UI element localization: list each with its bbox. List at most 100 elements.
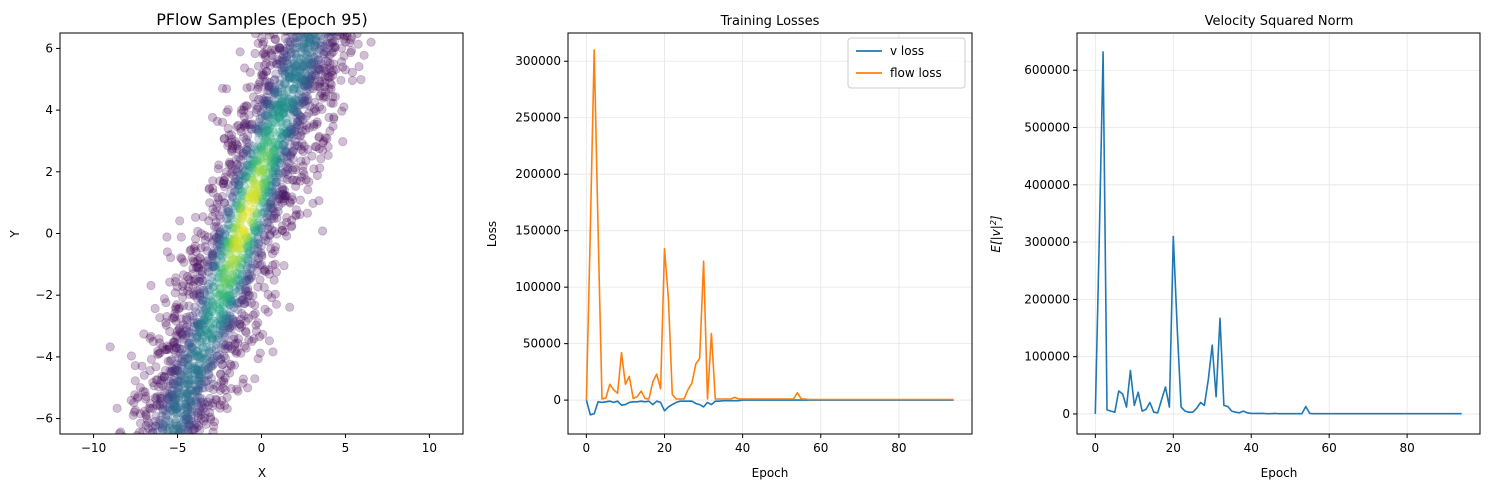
scatter-point bbox=[298, 61, 308, 72]
scatter-point bbox=[225, 238, 235, 249]
scatter-point bbox=[215, 385, 225, 395]
scatter-point bbox=[270, 91, 280, 101]
scatter-point bbox=[235, 161, 245, 171]
scatter-point bbox=[223, 105, 233, 115]
scatter-point bbox=[181, 330, 191, 341]
scatter-point bbox=[267, 196, 277, 206]
scatter-point bbox=[205, 356, 215, 367]
scatter-point bbox=[259, 141, 269, 151]
scatter-point bbox=[212, 199, 222, 209]
scatter-point bbox=[241, 240, 251, 250]
scatter-point bbox=[285, 33, 295, 37]
scatter-point bbox=[267, 100, 277, 110]
scatter-point bbox=[219, 224, 229, 234]
scatter-point bbox=[189, 425, 199, 434]
scatter-point bbox=[310, 142, 320, 152]
scatter-point bbox=[203, 400, 214, 410]
scatter-point bbox=[191, 380, 201, 390]
scatter-point bbox=[218, 272, 228, 283]
scatter-point bbox=[193, 320, 203, 330]
scatter-point bbox=[272, 229, 282, 239]
scatter-point bbox=[319, 42, 329, 53]
scatter-point bbox=[219, 292, 230, 303]
scatter-point bbox=[208, 258, 218, 269]
scatter-point bbox=[152, 401, 162, 411]
scatter-point bbox=[285, 109, 295, 119]
scatter-point bbox=[356, 75, 366, 85]
scatter-point bbox=[326, 80, 336, 90]
scatter-point bbox=[201, 377, 211, 387]
scatter-point bbox=[176, 377, 186, 387]
scatter-point bbox=[302, 50, 312, 60]
scatter-point bbox=[233, 334, 244, 344]
scatter-point bbox=[288, 84, 298, 94]
scatter-point bbox=[257, 144, 267, 154]
scatter-point bbox=[156, 397, 166, 407]
scatter-point bbox=[138, 386, 148, 396]
scatter-point bbox=[194, 350, 204, 361]
scatter-point bbox=[196, 327, 206, 337]
scatter-point bbox=[176, 375, 186, 386]
scatter-point bbox=[198, 295, 208, 306]
scatter-point bbox=[215, 214, 225, 224]
scatter-point bbox=[191, 289, 201, 299]
scatter-point bbox=[265, 103, 275, 113]
scatter-point bbox=[285, 37, 296, 48]
scatter-point bbox=[277, 97, 287, 107]
scatter-point bbox=[289, 72, 299, 82]
scatter-point bbox=[197, 383, 207, 393]
y-tick-label: 0 bbox=[553, 393, 561, 407]
scatter-point bbox=[330, 42, 340, 52]
scatter-point bbox=[296, 79, 306, 90]
scatter-point bbox=[225, 208, 236, 218]
scatter-point bbox=[193, 413, 203, 423]
scatter-point bbox=[189, 290, 199, 301]
scatter-point bbox=[205, 412, 216, 422]
scatter-point bbox=[277, 63, 287, 73]
scatter-point bbox=[296, 112, 306, 123]
scatter-point bbox=[282, 43, 292, 54]
scatter-point bbox=[260, 264, 270, 274]
scatter-point bbox=[171, 304, 181, 314]
scatter-point bbox=[226, 296, 236, 306]
scatter-point bbox=[301, 54, 311, 64]
scatter-point bbox=[217, 206, 227, 216]
scatter-point bbox=[219, 198, 230, 208]
scatter-point bbox=[328, 98, 338, 108]
scatter-point bbox=[195, 325, 205, 335]
y-tick-label: 300000 bbox=[515, 54, 561, 68]
scatter-point bbox=[199, 331, 209, 341]
scatter-point bbox=[204, 310, 214, 321]
scatter-point bbox=[220, 237, 230, 247]
scatter-point bbox=[236, 263, 246, 273]
scatter-point bbox=[300, 76, 310, 86]
scatter-point bbox=[199, 230, 210, 240]
scatter-point bbox=[130, 376, 140, 386]
scatter-point bbox=[277, 132, 287, 142]
scatter-point bbox=[177, 353, 187, 363]
scatter-point bbox=[190, 212, 201, 222]
scatter-point bbox=[195, 259, 205, 269]
scatter-point bbox=[186, 385, 196, 396]
scatter-point bbox=[275, 43, 285, 53]
scatter-point bbox=[249, 218, 259, 229]
scatter-point bbox=[225, 308, 235, 318]
scatter-point bbox=[168, 379, 179, 389]
scatter-point bbox=[271, 152, 281, 162]
scatter-point bbox=[247, 124, 257, 134]
scatter-point bbox=[275, 146, 285, 156]
scatter-point bbox=[218, 316, 228, 326]
scatter-point bbox=[251, 220, 262, 230]
scatter-point bbox=[168, 363, 178, 374]
scatter-point bbox=[191, 234, 201, 244]
scatter-point bbox=[336, 75, 346, 86]
scatter-point bbox=[192, 338, 202, 349]
scatter-point bbox=[189, 358, 199, 368]
scatter-point bbox=[170, 365, 180, 376]
scatter-point bbox=[150, 393, 160, 403]
scatter-point bbox=[287, 165, 298, 175]
scatter-point bbox=[198, 299, 208, 310]
scatter-point bbox=[297, 60, 307, 70]
scatter-point bbox=[241, 316, 251, 326]
scatter-point bbox=[173, 360, 183, 371]
